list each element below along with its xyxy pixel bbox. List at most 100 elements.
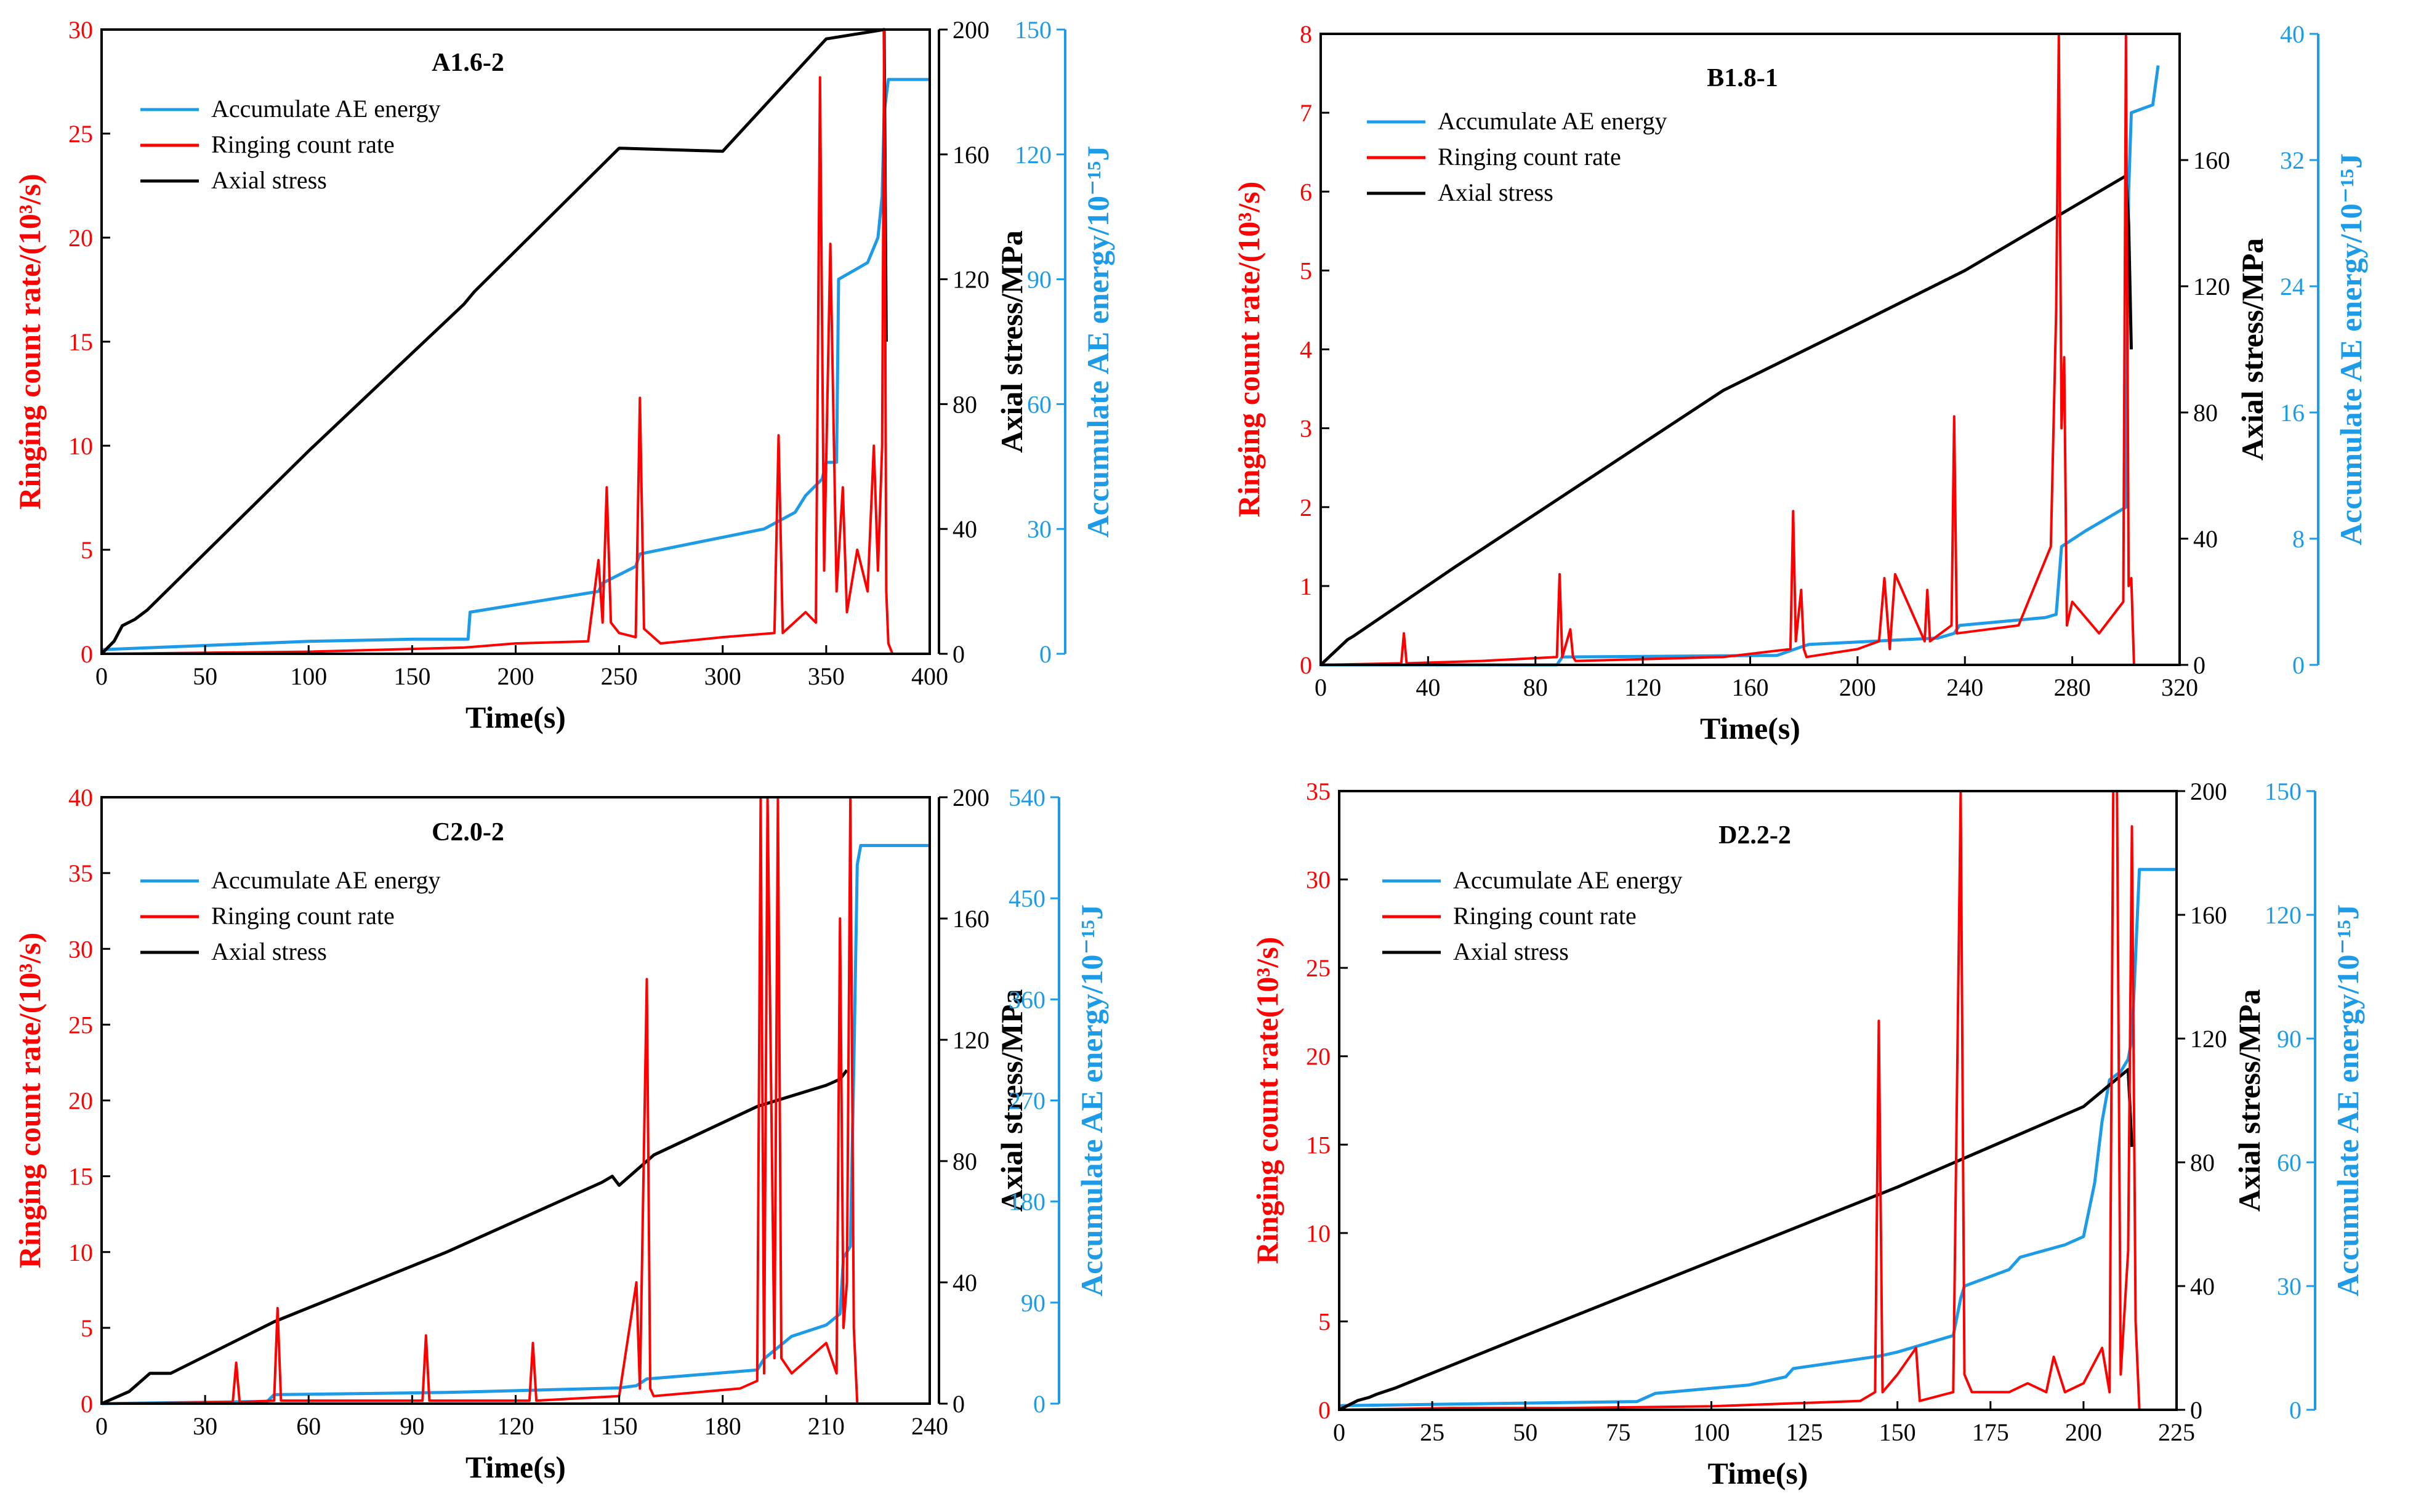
energy-tick-label: 0: [2289, 1396, 2302, 1424]
legend-label-energy: Accumulate AE energy: [1453, 866, 1682, 894]
energy-tick-label: 90: [1021, 1289, 1045, 1317]
x-tick-label: 30: [193, 1412, 217, 1440]
y-left-axis-title: Ringing count rate/(10³/s): [12, 933, 47, 1269]
stress-tick-label: 200: [953, 784, 989, 811]
energy-tick-label: 150: [1015, 16, 1052, 44]
energy-axis-title: Accumulate AE energy/10⁻¹⁵J: [2334, 153, 2368, 545]
y-left-tick-label: 5: [1300, 257, 1312, 284]
legend-label-ringing: Ringing count rate: [211, 902, 395, 930]
stress-tick-label: 160: [2193, 147, 2230, 174]
stress-tick-label: 0: [953, 1390, 965, 1418]
y-left-tick-label: 15: [1306, 1131, 1331, 1159]
y-left-tick-label: 3: [1300, 415, 1312, 443]
stress-tick-label: 160: [953, 905, 989, 933]
energy-tick-label: 60: [2277, 1149, 2302, 1176]
x-tick-label: 0: [1333, 1418, 1345, 1446]
stress-axis-title: Axial stress/MPa: [994, 230, 1029, 453]
energy-tick-label: 0: [1033, 1390, 1045, 1418]
energy-tick-label: 270: [1009, 1087, 1045, 1115]
y-left-axis-title: Ringing count rate/(10³/s): [12, 174, 47, 510]
x-tick-label: 210: [808, 1412, 845, 1440]
energy-tick-label: 450: [1009, 885, 1045, 912]
stress-tick-label: 40: [953, 515, 977, 543]
chart-panel-2: 0 40 80 120 160 200 240 280 320Time(s)012345678R…: [1231, 20, 2368, 746]
series-line-left: [101, 796, 859, 1405]
x-tick-label: 240: [1946, 674, 1983, 701]
series-line-energy: [101, 843, 930, 1405]
series-line-left: [1339, 790, 2141, 1411]
stress-tick-label: 0: [2193, 651, 2205, 679]
stress-tick-label: 80: [2190, 1149, 2215, 1176]
chart-panel-1: 0 50 100 150 200 250 300 350 400Time(s)051015202…: [12, 16, 1115, 734]
energy-tick-label: 180: [1009, 1188, 1045, 1216]
energy-axis-title: Accumulate AE energy/10⁻¹⁵J: [1081, 146, 1115, 538]
x-tick-label: 320: [2161, 674, 2198, 701]
energy-tick-label: 40: [2280, 20, 2305, 48]
x-tick-label: 150: [601, 1412, 638, 1440]
y-left-tick-label: 5: [1318, 1308, 1331, 1335]
y-left-tick-label: 0: [1318, 1396, 1331, 1424]
y-left-tick-label: 25: [68, 120, 93, 148]
x-axis-title: Time(s): [465, 1450, 566, 1484]
legend-label-energy: Accumulate AE energy: [1438, 107, 1667, 135]
x-tick-label: 0: [95, 1412, 108, 1440]
stress-tick-label: 0: [2190, 1396, 2202, 1424]
stress-tick-label: 40: [2190, 1273, 2215, 1300]
x-tick-label: 50: [1513, 1418, 1537, 1446]
y-left-tick-label: 10: [1306, 1220, 1331, 1247]
stress-tick-label: 40: [953, 1269, 977, 1297]
y-left-tick-label: 5: [81, 536, 93, 564]
y-left-tick-label: 5: [81, 1314, 93, 1342]
series-line-stress: [1319, 174, 2133, 666]
energy-tick-label: 8: [2292, 525, 2305, 553]
y-left-tick-label: 1: [1300, 573, 1312, 600]
x-axis-title: Time(s): [1700, 711, 1800, 746]
x-tick-label: 60: [296, 1412, 321, 1440]
chart-panel-4: 0 25 50 75 100 125 150 175 200 225Time(s)05101520…: [1250, 778, 2365, 1490]
legend-label-stress: Axial stress: [1438, 179, 1553, 206]
stress-tick-label: 160: [953, 141, 989, 169]
x-tick-label: 300: [704, 662, 741, 690]
y-left-tick-label: 7: [1300, 99, 1312, 127]
y-left-tick-label: 30: [68, 16, 93, 44]
legend-label-stress: Axial stress: [211, 938, 327, 965]
panel-title: D2.2-2: [1718, 821, 1791, 850]
y-left-tick-label: 20: [68, 224, 93, 252]
x-axis-title: Time(s): [1708, 1456, 1808, 1490]
legend-label-energy: Accumulate AE energy: [211, 866, 440, 894]
x-tick-label: 120: [497, 1412, 534, 1440]
x-tick-label: 0: [95, 662, 108, 690]
x-tick-label: 250: [601, 662, 638, 690]
legend-label-energy: Accumulate AE energy: [211, 95, 440, 123]
chart-panel-3: 0 30 60 90 120 150 180 210 240 Time(s) 0 5 10 15 20 25 3…: [12, 784, 1109, 1484]
energy-tick-label: 30: [2277, 1273, 2302, 1300]
x-tick-label: 120: [1624, 674, 1661, 701]
energy-tick-label: 360: [1009, 986, 1045, 1013]
y-left-tick-label: 2: [1300, 494, 1312, 521]
series-line-stress: [100, 28, 888, 655]
stress-axis-title: Axial stress/MPa: [2232, 989, 2266, 1212]
x-tick-label: 175: [1972, 1418, 2009, 1446]
energy-tick-label: 150: [2265, 778, 2302, 805]
stress-tick-label: 0: [953, 640, 965, 668]
stress-axis-title: Axial stress/MPa: [2235, 238, 2270, 461]
energy-tick-label: 32: [2280, 147, 2305, 174]
energy-tick-label: 120: [2265, 901, 2302, 929]
x-tick-label: 100: [290, 662, 327, 690]
legend-label-stress: Axial stress: [1453, 938, 1569, 965]
y-left-tick-label: 25: [68, 1011, 93, 1039]
x-tick-label: 200: [497, 662, 534, 690]
x-tick-label: 350: [808, 662, 845, 690]
energy-tick-label: 24: [2280, 273, 2305, 300]
y-left-tick-label: 30: [68, 935, 93, 963]
legend-label-ringing: Ringing count rate: [211, 131, 395, 158]
x-tick-label: 40: [1416, 674, 1440, 701]
x-tick-label: 0: [1315, 674, 1327, 701]
stress-tick-label: 120: [953, 266, 989, 294]
y-left-axis-title: Ringing count rate(10³/s): [1250, 937, 1284, 1265]
panel-title: A1.6-2: [432, 49, 504, 77]
y-left-tick-label: 25: [1306, 954, 1331, 982]
x-tick-label: 200: [2065, 1418, 2102, 1446]
energy-tick-label: 16: [2280, 399, 2305, 427]
